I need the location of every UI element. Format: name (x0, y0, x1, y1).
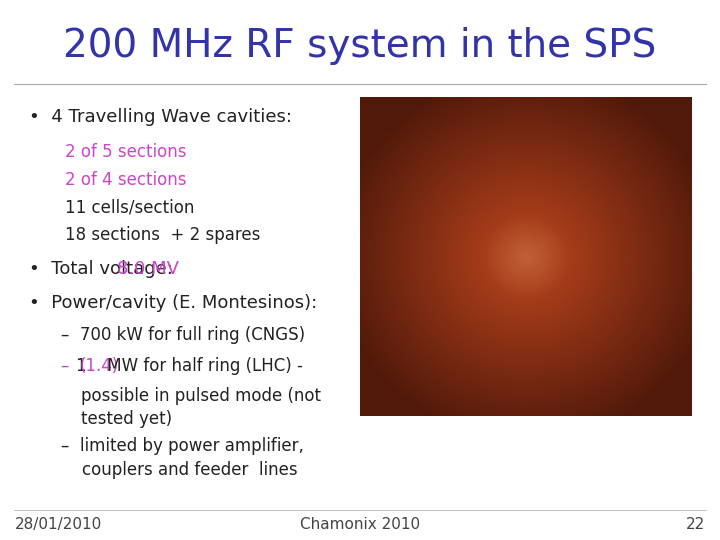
Text: •  Power/cavity (E. Montesinos):: • Power/cavity (E. Montesinos): (29, 294, 317, 312)
Text: 8.0 MV: 8.0 MV (117, 260, 179, 278)
Text: –  700 kW for full ring (CNGS): – 700 kW for full ring (CNGS) (61, 326, 305, 344)
Text: (1.4): (1.4) (79, 357, 119, 375)
Text: –  limited by power amplifier,
    couplers and feeder  lines: – limited by power amplifier, couplers a… (61, 437, 304, 478)
Text: MW for half ring (LHC) -: MW for half ring (LHC) - (102, 357, 302, 375)
Text: 18 sections  + 2 spares: 18 sections + 2 spares (65, 226, 260, 244)
Text: possible in pulsed mode (not
tested yet): possible in pulsed mode (not tested yet) (81, 387, 321, 428)
Text: •  Total voltage:: • Total voltage: (29, 260, 179, 278)
Text: 200 MHz RF system in the SPS: 200 MHz RF system in the SPS (63, 27, 657, 65)
Text: 28/01/2010: 28/01/2010 (14, 517, 102, 532)
Text: Chamonix 2010: Chamonix 2010 (300, 517, 420, 532)
Text: 2 of 5 sections: 2 of 5 sections (65, 143, 186, 161)
Text: 11 cells/section: 11 cells/section (65, 198, 194, 216)
Text: 22: 22 (686, 517, 706, 532)
Text: 2 of 4 sections: 2 of 4 sections (65, 171, 186, 188)
Text: –: – (61, 357, 80, 375)
Text: •  4 Travelling Wave cavities:: • 4 Travelling Wave cavities: (29, 108, 292, 126)
Text: 1: 1 (75, 357, 86, 375)
